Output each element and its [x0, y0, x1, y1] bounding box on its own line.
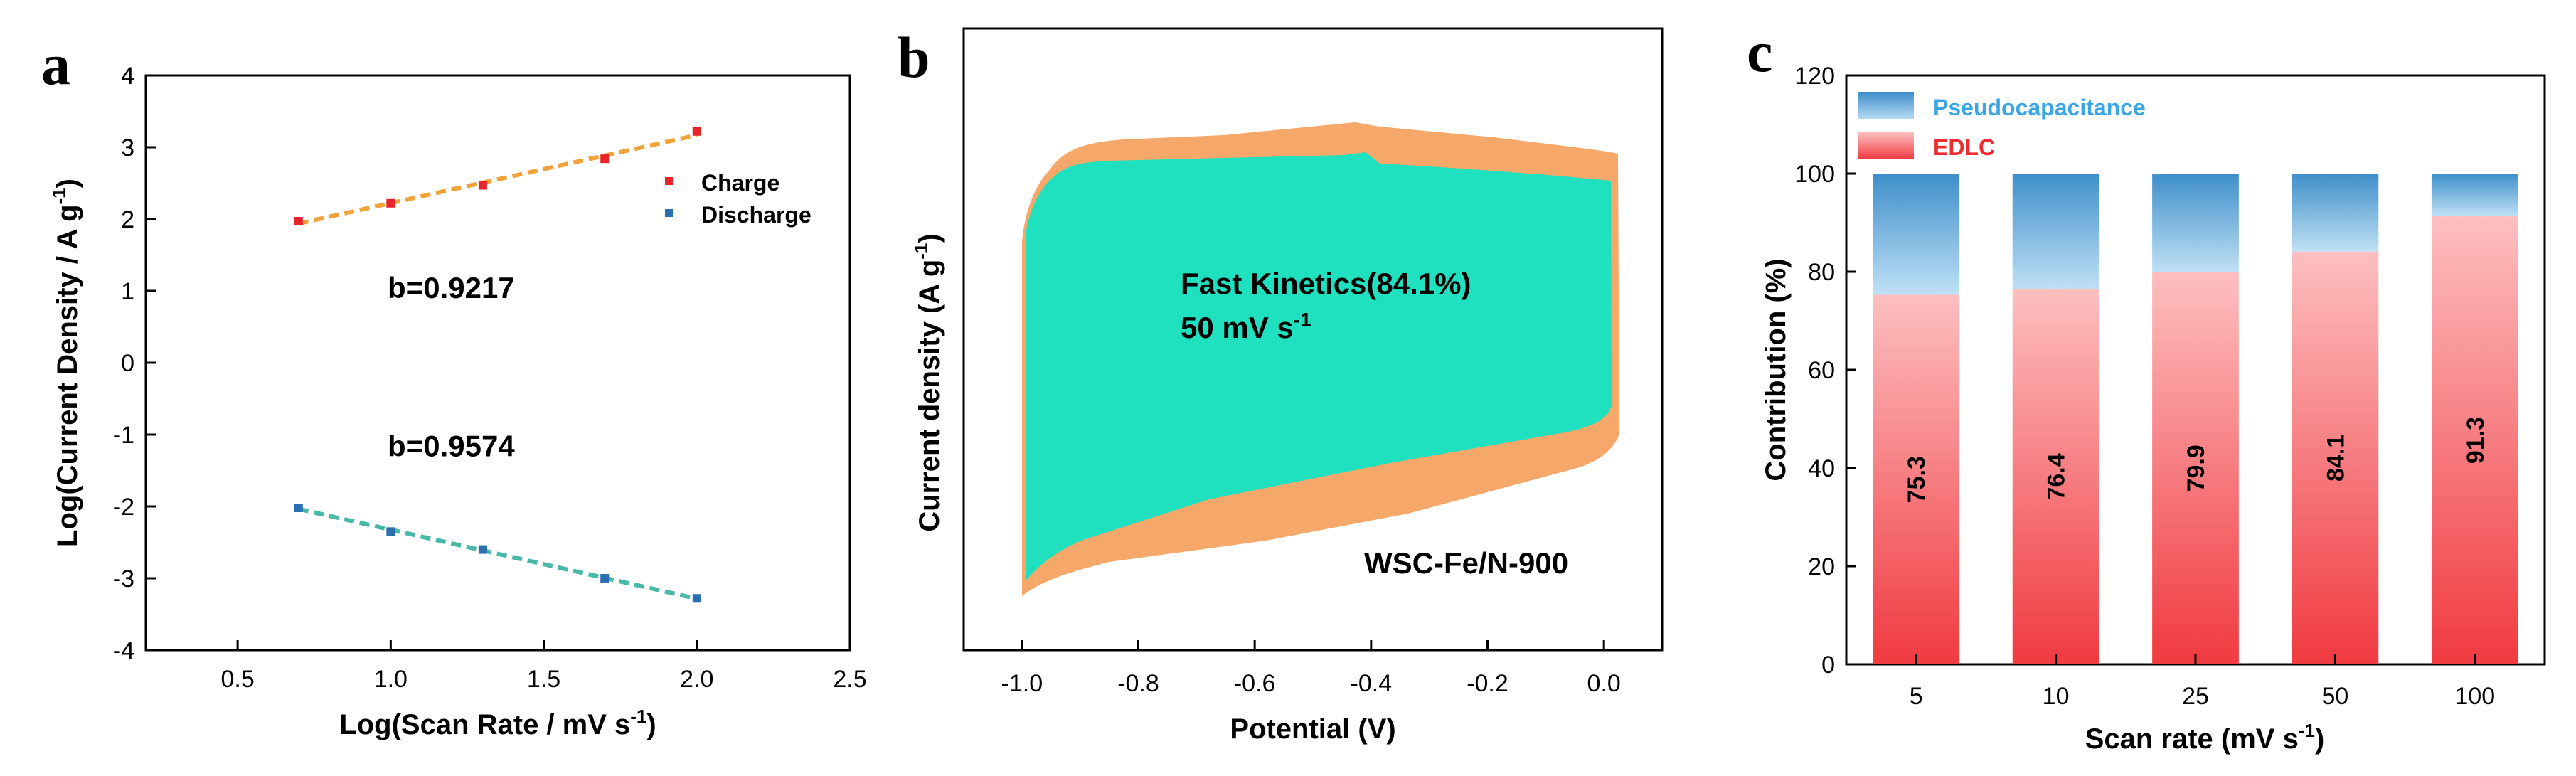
panel-a-frame: [144, 74, 851, 652]
y-tick-label: 3: [121, 134, 134, 161]
legend-label-charge: Charge: [701, 170, 779, 196]
y-tick-label: 4: [121, 63, 134, 90]
cv-capacitive-area: [1026, 152, 1612, 581]
panel-b: b -1.0 -0.8 -0.6 -0.4 -0.2 0.0 Fast Kinetics(…: [898, 25, 1664, 745]
data-point-charge: [386, 198, 395, 208]
panel-a-legend: Charge Discharge: [665, 170, 811, 228]
panel-a-letter: a: [41, 32, 70, 97]
y-tick-label: -1: [113, 422, 134, 449]
bar-pseudocapacitance-50: [2292, 174, 2379, 252]
x-tick-label: 1.5: [527, 666, 560, 693]
x-tick-label: 100: [2454, 683, 2495, 710]
bar-edlc-5: [1873, 294, 1960, 664]
legend-swatch-edlc: [1858, 132, 1914, 159]
panel-a-fit-lines: [298, 133, 698, 601]
legend-label-edlc: EDLC: [1933, 134, 1995, 160]
bar-edlc-25: [2152, 272, 2239, 664]
panel-a-y-axis-title: Log(Current Density / A g-1): [48, 179, 83, 547]
legend-swatch-pseudocapacitance: [1858, 92, 1914, 119]
bar-data-label: 75.3: [1903, 456, 1930, 503]
y-tick-label: -3: [113, 565, 134, 592]
x-tick-label: 50: [2321, 683, 2348, 710]
bar-pseudocapacitance-10: [2012, 174, 2099, 289]
panel-b-frame: [962, 27, 1664, 652]
y-tick-label: 0: [1821, 652, 1835, 679]
data-point-charge: [600, 154, 610, 164]
fit-line-charge: [298, 133, 698, 226]
panel-c-x-axis-title: Scan rate (mV s-1): [2085, 720, 2325, 755]
panel-b-x-axis-title: Potential (V): [1230, 713, 1395, 745]
x-tick-label: 0.0: [1587, 670, 1621, 697]
x-tick-label: 0.5: [220, 666, 254, 693]
y-tick-label: -2: [113, 494, 134, 521]
panel-c-bars: 75.3 76.4 79.9 84.1 91.3: [1873, 174, 2518, 665]
panel-a-annotations: b=0.9217 b=0.9574: [388, 271, 515, 462]
panel-b-y-axis-title: Current density (A g-1): [910, 233, 945, 531]
fit-line-discharge: [298, 506, 698, 601]
x-tick-label: 10: [2043, 683, 2070, 710]
bar-pseudocapacitance-5: [1873, 174, 1960, 295]
scan-rate-annotation: 50 mV s-1: [1181, 309, 1311, 344]
panel-a-points: [294, 127, 701, 603]
x-tick-label: -1.0: [1001, 670, 1043, 697]
b-value-annotation: b=0.9574: [388, 429, 515, 462]
legend-label-discharge: Discharge: [701, 202, 811, 228]
panel-c-ticks: 5 10 25 50 100 0 20 40 60 80 100 120: [1794, 63, 2495, 710]
bar-data-label: 79.9: [2183, 445, 2210, 491]
data-point-discharge: [294, 504, 303, 513]
y-tick-label: -4: [113, 637, 134, 664]
x-tick-label: 5: [1910, 683, 1923, 710]
bar-data-label: 91.3: [2462, 417, 2489, 464]
panel-c: c 75.3 76.4 79.9 84.1 91.3 5 10 25 50 100 0 20 40 60…: [1747, 19, 2546, 755]
y-tick-label: 0: [121, 350, 134, 377]
data-point-discharge: [600, 574, 610, 583]
y-tick-label: 2: [121, 206, 134, 233]
panel-a-x-axis-title: Log(Scan Rate / mV s-1): [339, 706, 656, 740]
data-point-charge: [294, 217, 303, 226]
x-tick-label: -0.2: [1467, 670, 1508, 697]
x-tick-label: -0.4: [1351, 670, 1393, 697]
sample-label: WSC-Fe/N-900: [1364, 546, 1568, 580]
panel-b-letter: b: [898, 25, 930, 90]
y-tick-label: 40: [1808, 455, 1835, 482]
legend-marker-charge: [665, 177, 673, 185]
bar-edlc-10: [2012, 289, 2099, 665]
bar-edlc-50: [2292, 251, 2379, 665]
x-tick-label: 2.5: [833, 666, 866, 693]
panel-a-ticks: 0.5 1.0 1.5 2.0 2.5 -4 -3 -2 -1 0 1 2 3 4: [113, 63, 867, 693]
y-tick-label: 1: [121, 278, 134, 305]
panel-b-ticks: -1.0 -0.8 -0.6 -0.4 -0.2 0.0: [1001, 640, 1621, 697]
x-tick-label: -0.8: [1117, 670, 1159, 697]
panel-c-letter: c: [1747, 19, 1772, 84]
b-value-annotation: b=0.9217: [388, 271, 515, 304]
data-point-charge: [478, 181, 487, 190]
legend-marker-discharge: [665, 209, 673, 217]
bar-pseudocapacitance-100: [2431, 174, 2518, 217]
bar-pseudocapacitance-25: [2152, 174, 2239, 272]
y-tick-label: 100: [1794, 161, 1835, 188]
legend-label-pseudocapacitance: Pseudocapacitance: [1933, 95, 2146, 120]
data-point-discharge: [386, 527, 395, 536]
panel-c-y-axis-title: Contribution (%): [1760, 258, 1792, 481]
data-point-discharge: [692, 594, 701, 603]
y-tick-label: 120: [1794, 63, 1835, 90]
bar-data-label: 84.1: [2322, 435, 2349, 482]
x-tick-label: 1.0: [374, 666, 408, 693]
data-point-charge: [692, 127, 701, 136]
y-tick-label: 80: [1808, 259, 1835, 286]
y-tick-label: 60: [1808, 357, 1835, 384]
kinetics-annotation: Fast Kinetics(84.1%): [1181, 267, 1471, 300]
y-tick-label: 20: [1808, 553, 1835, 580]
x-tick-label: 2.0: [680, 666, 713, 693]
data-point-discharge: [478, 545, 487, 554]
bar-edlc-100: [2431, 216, 2518, 664]
x-tick-label: 25: [2182, 683, 2209, 710]
bar-data-label: 76.4: [2043, 453, 2070, 500]
panel-c-legend: Pseudocapacitance EDLC: [1858, 92, 2146, 160]
x-tick-label: -0.6: [1234, 670, 1276, 697]
